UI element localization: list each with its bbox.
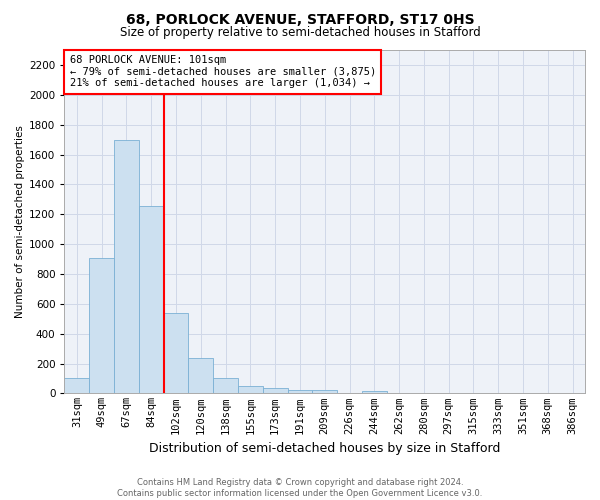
Text: 68 PORLOCK AVENUE: 101sqm
← 79% of semi-detached houses are smaller (3,875)
21% : 68 PORLOCK AVENUE: 101sqm ← 79% of semi-… — [70, 55, 376, 88]
Bar — [188, 358, 213, 394]
Text: 68, PORLOCK AVENUE, STAFFORD, ST17 0HS: 68, PORLOCK AVENUE, STAFFORD, ST17 0HS — [125, 12, 475, 26]
Bar — [287, 390, 313, 394]
Bar — [114, 140, 139, 394]
Bar — [362, 391, 386, 394]
Bar — [89, 258, 114, 394]
Bar — [213, 378, 238, 394]
X-axis label: Distribution of semi-detached houses by size in Stafford: Distribution of semi-detached houses by … — [149, 442, 500, 455]
Bar — [238, 386, 263, 394]
Bar — [164, 313, 188, 394]
Bar — [263, 388, 287, 394]
Text: Size of property relative to semi-detached houses in Stafford: Size of property relative to semi-detach… — [119, 26, 481, 39]
Bar — [64, 378, 89, 394]
Text: Contains HM Land Registry data © Crown copyright and database right 2024.
Contai: Contains HM Land Registry data © Crown c… — [118, 478, 482, 498]
Bar — [139, 206, 164, 394]
Y-axis label: Number of semi-detached properties: Number of semi-detached properties — [15, 126, 25, 318]
Bar — [313, 390, 337, 394]
